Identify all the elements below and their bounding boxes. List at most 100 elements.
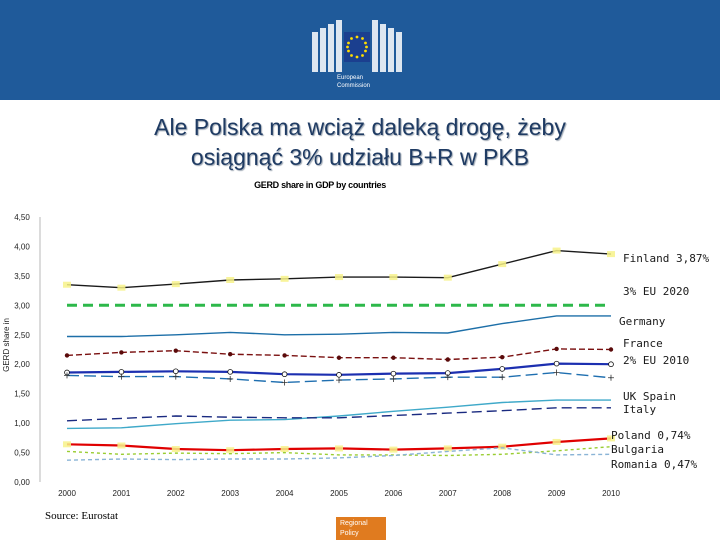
data-point-france	[608, 347, 614, 352]
data-point-finland	[280, 275, 289, 282]
series-line-spain	[66, 399, 611, 430]
data-point-france	[554, 346, 559, 352]
data-point-eu-2010	[499, 366, 506, 372]
series-label: Italy	[623, 403, 657, 416]
slide-title-line1: Ale Polska ma wciąż daleką drogę, żeby	[154, 114, 566, 140]
x-tick-label: 2007	[439, 489, 457, 498]
data-point-uk	[227, 375, 234, 382]
x-tick-label: 2000	[58, 489, 76, 498]
logo-line2: Commission	[337, 83, 371, 89]
data-point-france	[64, 353, 70, 358]
y-tick-label: 2,00	[14, 360, 30, 369]
series-label: Romania 0,47%	[611, 458, 698, 471]
series-line-germany	[67, 315, 611, 338]
x-tick-label: 2006	[385, 489, 403, 498]
data-point-eu-2010	[173, 368, 179, 375]
data-point-france	[228, 352, 233, 357]
y-tick-label: 4,00	[14, 242, 30, 251]
data-point-finland	[226, 277, 235, 284]
y-tick-label: 3,00	[14, 301, 30, 310]
y-tick-label: 0,00	[14, 478, 30, 487]
data-point-poland	[335, 445, 343, 452]
series-line-bulgaria	[66, 446, 612, 457]
slide-title-line2: osiągnąć 3% udziału B+R w PKB	[190, 144, 530, 170]
data-point-poland	[552, 438, 561, 445]
data-point-finland	[443, 274, 452, 281]
y-tick-label: 4,50	[14, 213, 30, 222]
data-point-uk	[608, 374, 614, 381]
data-point-uk	[118, 373, 125, 380]
series-label: 3% EU 2020	[623, 285, 690, 298]
data-point-uk	[499, 374, 506, 381]
data-point-france	[282, 353, 287, 358]
data-point-france	[445, 357, 450, 362]
data-point-finland	[117, 284, 126, 291]
data-point-eu-2010	[390, 370, 397, 377]
data-point-finland	[498, 261, 507, 268]
data-point-france	[173, 348, 178, 353]
data-point-uk	[281, 379, 288, 386]
series-label: Finland 3,87%	[623, 252, 710, 265]
footer-line2: Policy	[340, 530, 359, 537]
x-tick-label: 2004	[276, 489, 294, 498]
x-tick-label: 2010	[602, 489, 620, 498]
data-point-uk	[390, 375, 397, 382]
data-point-poland	[498, 443, 507, 450]
data-point-poland	[171, 446, 180, 453]
data-point-eu-2010	[281, 371, 288, 378]
line-chart: 0,00 0,50 1,00 1,50 2,00 2,50 3,00 3,50 4,00 4,50…	[2, 213, 620, 498]
series-line-finland	[66, 249, 612, 289]
x-tick-label: 2005	[330, 489, 348, 498]
data-point-uk	[553, 369, 560, 376]
series-label: UK Spain	[623, 390, 676, 403]
data-point-poland	[117, 442, 126, 449]
data-point-uk	[172, 373, 179, 380]
data-point-uk	[336, 377, 342, 384]
data-point-finland	[171, 281, 180, 288]
data-point-eu-2010	[336, 372, 342, 378]
y-tick-label: 2,50	[14, 331, 30, 340]
chart-title: GERD share in GDP by countries	[254, 180, 386, 190]
data-point-poland	[443, 445, 452, 452]
x-tick-label: 2001	[113, 489, 131, 498]
logo-line1: European	[337, 75, 364, 81]
x-tick-label: 2002	[167, 489, 185, 498]
data-point-france	[336, 355, 342, 360]
series-line-italy	[66, 407, 611, 422]
data-point-poland	[226, 447, 235, 454]
data-point-finland	[63, 281, 71, 288]
data-point-france	[119, 350, 124, 355]
y-tick-label: 3,50	[14, 272, 30, 281]
y-tick-label: 0,50	[14, 449, 30, 458]
data-point-poland	[389, 446, 398, 453]
series-label: 2% EU 2010	[623, 354, 690, 367]
series-label: Germany	[619, 315, 666, 328]
y-tick-label: 1,50	[14, 390, 30, 399]
data-point-finland	[552, 247, 561, 254]
y-tick-label: 1,00	[14, 419, 30, 428]
data-point-france	[500, 354, 505, 360]
y-axis-label: GERD share in	[2, 318, 11, 372]
series-label: Bulgaria	[611, 443, 664, 456]
data-point-uk	[444, 374, 451, 381]
data-point-poland	[280, 446, 289, 453]
data-point-poland	[607, 435, 615, 442]
series-label: France	[623, 337, 663, 350]
logo-text: European Commission	[337, 74, 370, 90]
x-tick-label: 2008	[493, 489, 511, 498]
data-point-finland	[335, 274, 343, 281]
data-point-france	[391, 355, 396, 360]
data-point-eu-2010	[118, 369, 125, 375]
x-tick-label: 2009	[548, 489, 566, 498]
data-point-finland	[607, 251, 615, 258]
slide-title: Ale Polska ma wciąż daleką drogę, żeby o…	[40, 112, 680, 172]
data-point-finland	[389, 274, 398, 281]
data-point-eu-2010	[553, 360, 560, 367]
footer-line1: Regional	[340, 520, 368, 527]
eu-flag-logo-icon	[312, 20, 402, 72]
source-note: Source: Eurostat	[45, 510, 119, 522]
data-point-uk	[64, 372, 70, 379]
series-label: Poland 0,74%	[611, 429, 691, 442]
data-point-eu-2010	[227, 369, 234, 375]
x-tick-label: 2003	[221, 489, 239, 498]
